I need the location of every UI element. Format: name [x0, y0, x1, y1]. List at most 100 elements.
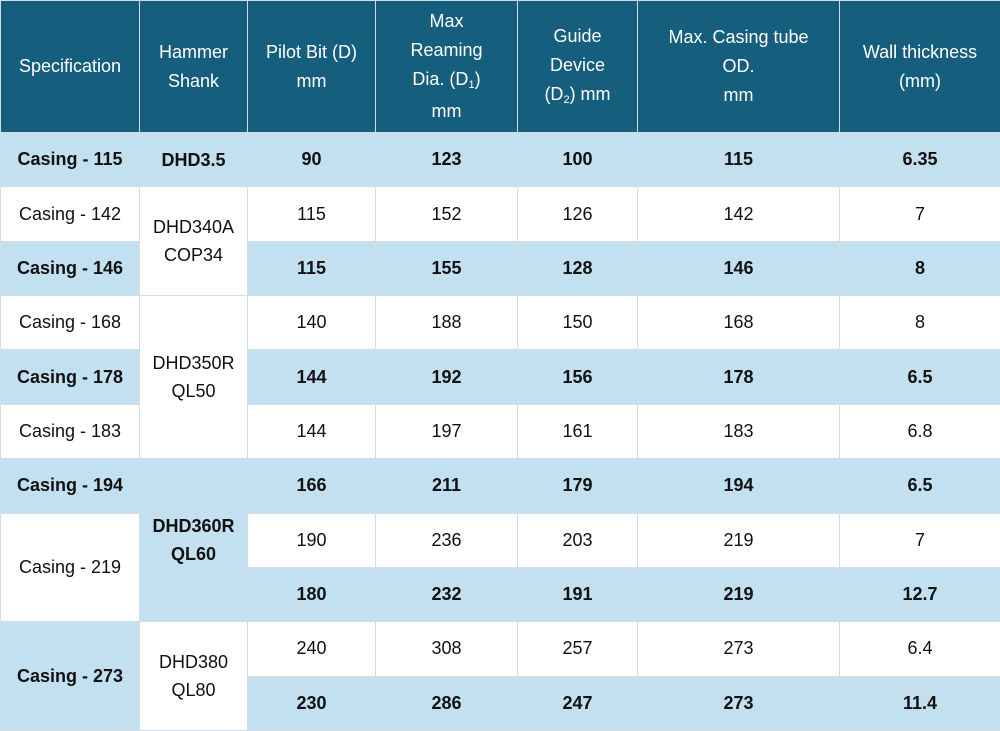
shank-cell: DHD3.5: [139, 131, 248, 188]
header-line: Guide: [553, 25, 602, 46]
shank-line: COP34: [163, 245, 224, 266]
pilot-bit-cell: 115: [247, 186, 376, 242]
subscript: 2: [563, 93, 570, 106]
wall-thickness-cell: 6.5: [839, 349, 1000, 405]
table-row: Casing - 146 115 155 128 146 8: [0, 240, 1000, 297]
table-row: Casing - 168 DHD350R QL50 140 188 150 16…: [0, 295, 1000, 460]
header-row: Specification Hammer Shank Pilot Bit (D)…: [0, 0, 1000, 133]
guide-device-cell: 161: [517, 403, 638, 460]
shank-line: DHD3.5: [161, 149, 226, 170]
header-line: Dia. (D1): [380, 65, 513, 97]
table-row: 180 232 191 219 12.7: [1, 566, 1000, 623]
shank-line: QL50: [171, 381, 216, 402]
wall-thickness-cell: 11.4: [839, 675, 1000, 731]
shank-line: DHD380: [158, 652, 229, 673]
shank-line: DHD360R: [152, 516, 235, 537]
max-reaming-cell: 123: [375, 131, 518, 188]
guide-device-cell: 257: [517, 621, 638, 677]
header-text: ) mm: [569, 83, 611, 104]
guide-device-cell: 203: [517, 512, 638, 568]
spec-cell: Casing - 183: [0, 403, 140, 460]
spec-cell: Casing - 194: [0, 458, 140, 514]
header-line: OD.: [722, 56, 755, 76]
guide-device-cell: 179: [517, 458, 638, 514]
shank-line: DHD350R: [152, 353, 235, 374]
casing-od-cell: 146: [637, 240, 840, 297]
header-max-reaming-dia: Max Reaming Dia. (D1) mm: [375, 0, 518, 133]
shank-cell: DHD360R QL60: [139, 458, 248, 623]
header-line: Shank: [167, 70, 220, 91]
shank-cell: DHD380 QL80: [139, 621, 248, 731]
header-line: mm: [723, 85, 754, 105]
table-row: Casing - 183 144 197 161 183 6.8: [0, 403, 1000, 460]
pilot-bit-cell: 230: [247, 675, 376, 731]
header-line: (mm): [899, 70, 941, 91]
wall-thickness-cell: 7: [839, 512, 1000, 568]
header-specification: Specification: [0, 0, 140, 133]
header-line: Max: [429, 11, 464, 31]
table-row: Casing - 219 190 236 203 219 7: [0, 512, 1000, 623]
table-row: 230 286 247 273 11.4: [1, 675, 1000, 731]
table-row: Casing - 194 DHD360R QL60 166 211 179 19…: [0, 458, 1000, 623]
casing-od-cell: 219: [637, 512, 840, 568]
header-line: (D2) mm: [522, 80, 633, 112]
max-reaming-cell: 197: [375, 403, 518, 460]
guide-device-cell: 100: [517, 131, 638, 188]
shank-line: QL60: [170, 544, 217, 565]
pilot-bit-cell: 240: [247, 621, 376, 677]
header-line: Max. Casing tube: [668, 27, 809, 47]
guide-device-cell: 126: [517, 186, 638, 242]
wall-thickness-cell: 12.7: [839, 566, 1000, 623]
table-row: Casing - 142 DHD340A COP34 115 152 126 1…: [0, 186, 1000, 297]
guide-device-cell: 156: [517, 349, 638, 405]
subscript: 1: [468, 79, 475, 91]
header-line: Pilot Bit (D): [265, 41, 357, 62]
wall-thickness-cell: 7: [839, 186, 1000, 242]
casing-od-cell: 273: [637, 621, 840, 677]
max-reaming-cell: 192: [375, 349, 518, 405]
max-reaming-cell: 236: [375, 512, 518, 568]
max-reaming-cell: 232: [375, 566, 518, 623]
header-hammer-shank: Hammer Shank: [139, 0, 248, 133]
max-reaming-cell: 308: [375, 621, 518, 677]
wall-thickness-cell: 6.5: [839, 458, 1000, 514]
casing-od-cell: 219: [637, 566, 840, 623]
wall-thickness-cell: 8: [839, 240, 1000, 297]
pilot-bit-cell: 90: [247, 131, 376, 188]
casing-od-cell: 168: [637, 295, 840, 351]
pilot-bit-cell: 144: [247, 403, 376, 460]
spec-cell: Casing - 142: [0, 186, 140, 242]
header-text: Dia. (D: [412, 69, 469, 89]
pilot-bit-cell: 180: [247, 566, 376, 623]
shank-cell: DHD350R QL50: [139, 295, 248, 460]
pilot-bit-cell: 115: [247, 240, 376, 297]
pilot-bit-cell: 144: [247, 349, 376, 405]
table-row: Casing - 273 DHD380 QL80 240 308 257 273…: [0, 621, 1000, 731]
casing-od-cell: 183: [637, 403, 840, 460]
max-reaming-cell: 155: [375, 240, 518, 297]
spec-cell: Casing - 219: [0, 512, 140, 623]
wall-thickness-cell: 8: [839, 295, 1000, 351]
header-line: mm: [431, 101, 462, 121]
header-max-casing-od: Max. Casing tube OD. mm: [637, 0, 840, 133]
table-row: Casing - 115 DHD3.5 90 123 100 115 6.35: [0, 131, 1000, 188]
pilot-bit-cell: 190: [247, 512, 376, 568]
wall-thickness-cell: 6.35: [839, 131, 1000, 188]
spec-cell: Casing - 115: [0, 131, 140, 188]
header-line: Reaming: [410, 40, 483, 60]
header-line: mm: [296, 70, 327, 91]
spec-cell: Casing - 273: [0, 621, 140, 731]
wall-thickness-cell: 6.8: [839, 403, 1000, 460]
header-line: Hammer: [158, 41, 228, 62]
shank-line: DHD340A: [152, 217, 235, 238]
guide-device-cell: 150: [517, 295, 638, 351]
max-reaming-cell: 211: [375, 458, 518, 514]
pilot-bit-cell: 166: [247, 458, 376, 514]
wall-thickness-cell: 6.4: [839, 621, 1000, 677]
header-line: Wall thickness: [862, 41, 978, 62]
spec-cell: Casing - 146: [0, 240, 140, 297]
guide-device-cell: 191: [517, 566, 638, 623]
max-reaming-cell: 286: [375, 675, 518, 731]
header-wall-thickness: Wall thickness (mm): [839, 0, 1000, 133]
